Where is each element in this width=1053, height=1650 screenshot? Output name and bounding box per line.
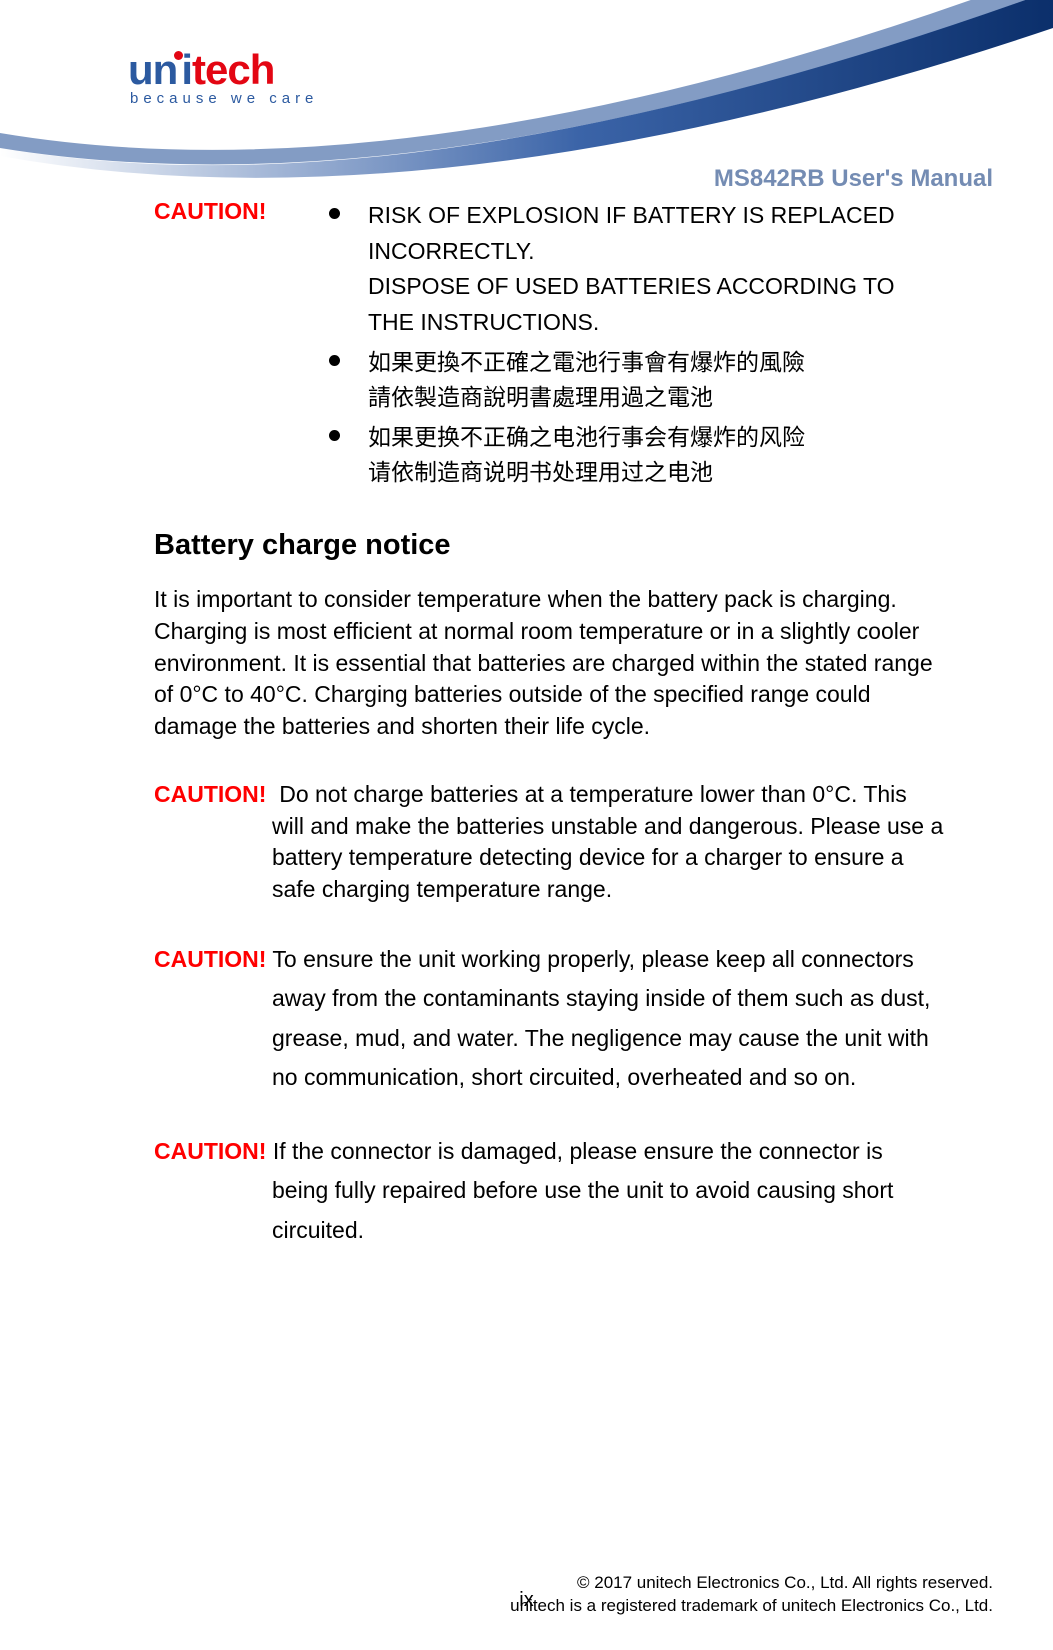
brand-logo: unitech because we care xyxy=(128,46,328,107)
caution-bullet-list: RISK OF EXPLOSION IF BATTERY IS REPLACED… xyxy=(319,198,944,495)
page-content: CAUTION! RISK OF EXPLOSION IF BATTERY IS… xyxy=(154,198,944,1285)
list-item: 如果更换不正确之电池行事会有爆炸的风险 请依制造商说明书处理用过之电池 xyxy=(319,420,944,491)
caution-block: CAUTION! Do not charge batteries at a te… xyxy=(154,779,944,906)
document-title: MS842RB User's Manual xyxy=(714,165,993,193)
bullet-icon xyxy=(329,430,340,441)
brand-part2: tech xyxy=(192,46,274,93)
bullet-icon xyxy=(329,208,340,219)
caution-block: CAUTION! To ensure the unit working prop… xyxy=(154,940,944,1098)
caution-label: CAUTION! xyxy=(154,1138,266,1164)
brand-part1: un xyxy=(128,46,177,93)
brand-tagline: because we care xyxy=(128,90,328,107)
body-paragraph: It is important to consider temperature … xyxy=(154,584,944,743)
list-item: RISK OF EXPLOSION IF BATTERY IS REPLACED… xyxy=(319,198,944,341)
page-root: unitech because we care MS842RB User's M… xyxy=(0,0,1053,1650)
footer-copyright: © 2017 unitech Electronics Co., Ltd. All… xyxy=(510,1572,993,1618)
brand-wordmark: unitech xyxy=(128,46,328,94)
bullet-text: 如果更换不正确之电池行事会有爆炸的风险 请依制造商说明书处理用过之电池 xyxy=(368,420,805,491)
top-caution-block: CAUTION! RISK OF EXPLOSION IF BATTERY IS… xyxy=(154,198,944,495)
caution-block: CAUTION! If the connector is damaged, pl… xyxy=(154,1132,944,1251)
caution-text: Do not charge batteries at a temperature… xyxy=(272,781,943,902)
caution-text: If the connector is damaged, please ensu… xyxy=(272,1138,893,1243)
bullet-text: 如果更換不正確之電池行事會有爆炸的風險 請依製造商說明書處理用過之電池 xyxy=(368,345,805,416)
trademark-line: unitech is a registered trademark of uni… xyxy=(510,1595,993,1618)
bullet-icon xyxy=(329,355,340,366)
section-heading: Battery charge notice xyxy=(154,529,944,562)
caution-label: CAUTION! xyxy=(154,781,266,807)
list-item: 如果更換不正確之電池行事會有爆炸的風險 請依製造商說明書處理用過之電池 xyxy=(319,345,944,416)
copyright-line: © 2017 unitech Electronics Co., Ltd. All… xyxy=(510,1572,993,1595)
bullet-text: RISK OF EXPLOSION IF BATTERY IS REPLACED… xyxy=(368,198,944,341)
caution-text: To ensure the unit working properly, ple… xyxy=(272,946,930,1091)
caution-label: CAUTION! xyxy=(154,198,319,225)
caution-label: CAUTION! xyxy=(154,946,266,972)
